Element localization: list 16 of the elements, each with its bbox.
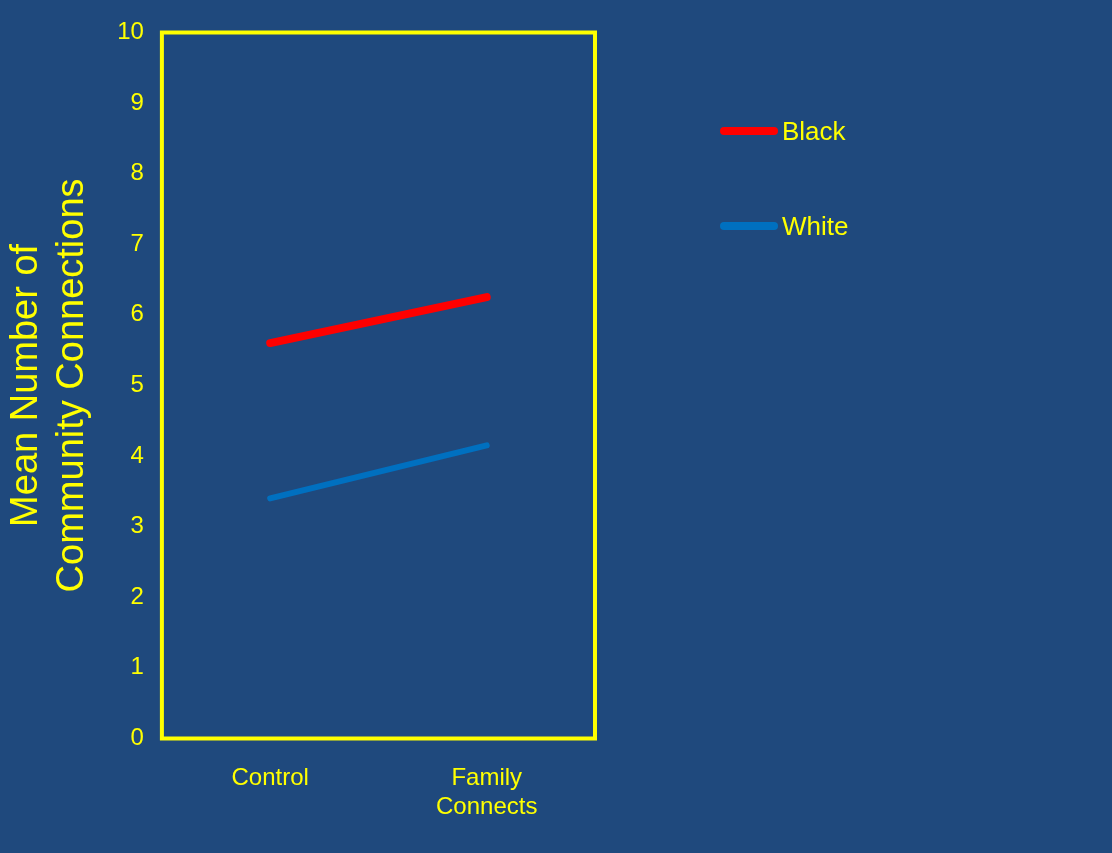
y-axis-title: Mean Number of Community Connections <box>3 178 91 593</box>
y-tick-label: 0 <box>130 723 144 751</box>
y-tick-label: 6 <box>130 299 144 327</box>
y-tick-label: 2 <box>130 581 144 609</box>
x-tick-label: Control <box>231 763 309 791</box>
y-tick-label: 3 <box>130 511 144 539</box>
y-tick-label: 4 <box>130 440 144 468</box>
y-tick-label: 10 <box>117 17 144 45</box>
y-tick-label: 1 <box>130 652 144 680</box>
legend-label: Black <box>782 115 846 147</box>
x-tick-label: Family Connects <box>436 763 538 820</box>
y-tick-label: 9 <box>130 87 144 115</box>
legend-label: White <box>782 210 849 242</box>
y-tick-label: 7 <box>130 228 144 256</box>
y-tick-label: 5 <box>130 370 144 398</box>
y-tick-label: 8 <box>130 158 144 186</box>
